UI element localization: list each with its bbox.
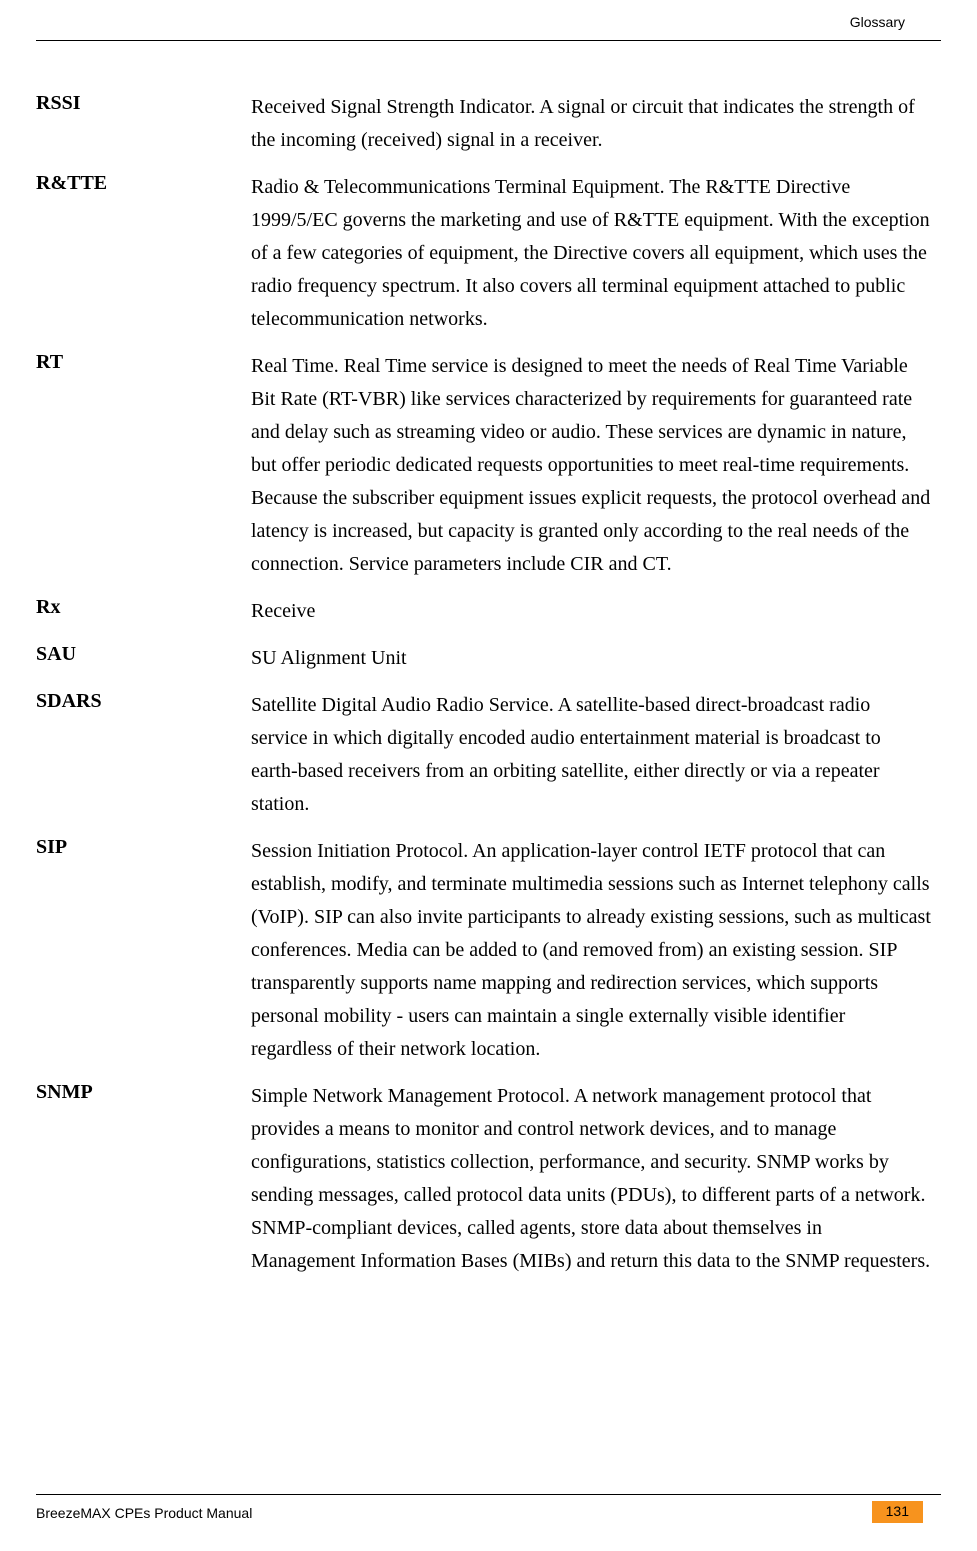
glossary-definition: Real Time. Real Time service is designed… [251,350,941,581]
glossary-definition: SU Alignment Unit [251,642,941,675]
glossary-entry: R&TTE Radio & Telecommunications Termina… [36,171,941,336]
glossary-term: SNMP [36,1080,251,1278]
glossary-entry: SAU SU Alignment Unit [36,642,941,675]
glossary-term: SDARS [36,689,251,821]
glossary-definition: Satellite Digital Audio Radio Service. A… [251,689,941,821]
glossary-term: Rx [36,595,251,628]
page-header: Glossary [36,0,941,41]
glossary-term: R&TTE [36,171,251,336]
footer-manual-title: BreezeMAX CPEs Product Manual [36,1505,252,1521]
glossary-entry: SNMP Simple Network Management Protocol.… [36,1080,941,1278]
page-footer: BreezeMAX CPEs Product Manual [36,1494,941,1521]
glossary-entry: SIP Session Initiation Protocol. An appl… [36,835,941,1066]
glossary-term: RSSI [36,91,251,157]
glossary-entry: RT Real Time. Real Time service is desig… [36,350,941,581]
header-section-label: Glossary [850,14,905,30]
glossary-entry: RSSI Received Signal Strength Indicator.… [36,91,941,157]
page-number-box: 131 [872,1501,923,1523]
glossary-term: SIP [36,835,251,1066]
glossary-content: RSSI Received Signal Strength Indicator.… [0,41,977,1312]
glossary-definition: Session Initiation Protocol. An applicat… [251,835,941,1066]
glossary-definition: Radio & Telecommunications Terminal Equi… [251,171,941,336]
glossary-term: RT [36,350,251,581]
glossary-entry: Rx Receive [36,595,941,628]
glossary-term: SAU [36,642,251,675]
glossary-definition: Receive [251,595,941,628]
glossary-definition: Simple Network Management Protocol. A ne… [251,1080,941,1278]
glossary-entry: SDARS Satellite Digital Audio Radio Serv… [36,689,941,821]
page-number: 131 [886,1503,909,1519]
glossary-definition: Received Signal Strength Indicator. A si… [251,91,941,157]
